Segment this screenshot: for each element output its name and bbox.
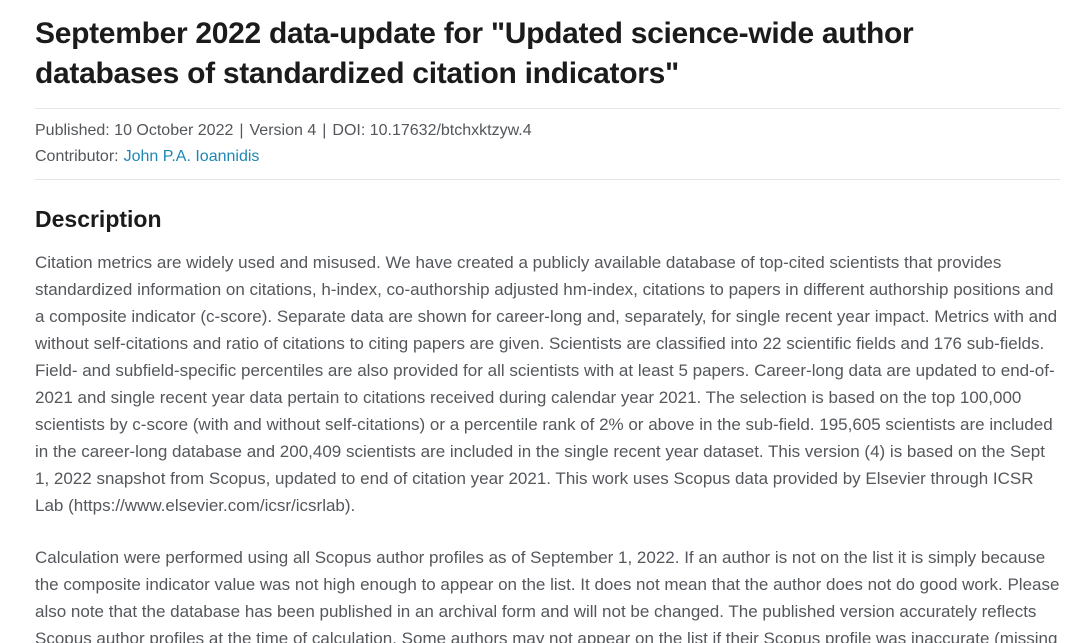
meta-separator: | [239,122,244,139]
contributor-line: Contributor: John P.A. Ioannidis [35,144,1060,169]
description-paragraph-1: Citation metrics are widely used and mis… [35,253,1058,515]
description-heading: Description [35,206,162,232]
meta-separator: | [322,122,327,139]
metadata-band: Published: 10 October 2022 | Version 4 | DOI… [35,108,1060,180]
description-paragraph-2: Calculation were performed using all Sco… [35,548,1060,643]
version-info: Version 4 [249,122,317,139]
page-title: September 2022 data-update for "Updated … [35,17,914,90]
publication-info-line: Published: 10 October 2022 | Version 4 | DOI… [35,118,1060,143]
contributor-link[interactable]: John P.A. Ioannidis [123,148,260,165]
description-body: Citation metrics are widely used and mis… [35,234,1060,643]
doi-info: DOI: 10.17632/btchxktzyw.4 [332,122,532,139]
published-date: Published: 10 October 2022 [35,122,234,139]
contributor-label: Contributor: [35,148,119,165]
